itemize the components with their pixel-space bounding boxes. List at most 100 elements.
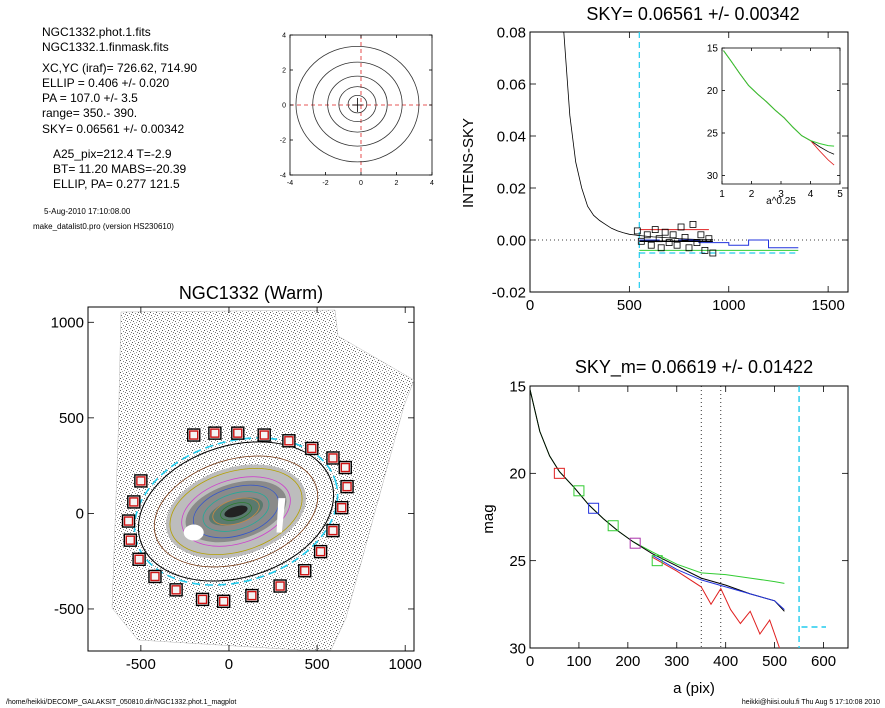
info-line: ELLIP, PA= 0.277 121.5	[53, 177, 180, 191]
mag-axes: 0 100 200 300 400 500 600 15 20 25 30	[509, 378, 848, 670]
footer-host: heikki@hiisi.oulu.fi Thu Aug 5 17:10:08 …	[742, 699, 880, 706]
contour-level	[312, 61, 403, 147]
sky-box-inner	[197, 594, 208, 605]
sky-box-point	[651, 226, 659, 234]
mag-ytick-label: 30	[509, 640, 526, 657]
contour-ytick-label: -2	[280, 137, 286, 144]
isophote-ellipse	[153, 455, 319, 568]
sky-box	[313, 544, 328, 559]
isophote-ellipse	[192, 484, 280, 539]
sky-ellipse-inner	[137, 441, 335, 582]
inset-marks	[723, 50, 835, 166]
isophote-ellipse	[220, 502, 252, 521]
sky-box-point	[637, 237, 645, 245]
mag-square-marker	[651, 555, 663, 567]
sky-box-inner	[247, 590, 257, 601]
sky-ytick-label: 0.02	[497, 180, 526, 197]
mag-black-line	[529, 389, 785, 612]
sky-box-inner	[337, 502, 347, 513]
contour-ytick-label: 4	[282, 32, 286, 39]
sky-box-inner	[171, 585, 181, 595]
sky-box	[216, 594, 231, 609]
contour-xtick-label: 0	[359, 180, 363, 187]
mag-xtick-label: 500	[762, 653, 787, 670]
mag-ytick-label: 15	[509, 378, 526, 395]
mag-ylabel: mag	[480, 504, 497, 533]
inset-xtick-label: 1	[719, 189, 725, 200]
info-line: A25_pix=212.4 T=-2.9	[53, 147, 172, 161]
sky-box-point	[643, 231, 651, 239]
sky-box-inner	[129, 497, 139, 507]
mag-blue-line	[652, 554, 785, 610]
info-line: BT= 11.20 MABS=-20.39	[53, 162, 187, 176]
isophote-ellipse	[212, 497, 260, 526]
contour-ytick-label: 0	[282, 102, 286, 109]
sky-box-inner	[275, 581, 285, 591]
contour-plot: -4 -2 0 2 4 -4 -2 0 2 4	[280, 32, 434, 187]
sky-box-point	[661, 228, 669, 236]
sky-box-point	[689, 220, 697, 228]
sky-box-inner	[218, 596, 229, 607]
sky-box-point	[677, 223, 685, 231]
image-marks	[121, 426, 354, 609]
sky-ytick-label: 0.08	[497, 24, 526, 41]
inset-ytick-label: 25	[707, 129, 719, 140]
sky-box-point	[697, 231, 705, 239]
image-ytick-label: 500	[59, 410, 84, 427]
image-xtick-label: -500	[126, 656, 156, 673]
mag-frame	[529, 385, 849, 649]
sky-box	[338, 460, 352, 475]
info-line: range= 350.- 390.	[42, 106, 137, 120]
mag-square-marker	[629, 537, 641, 549]
inset-ytick-label: 30	[707, 171, 719, 182]
mag-xtick-label: 400	[713, 653, 738, 670]
timestamp: 5-Aug-2010 17:10:08.00	[44, 207, 131, 216]
sky-box	[340, 479, 354, 494]
image-axes: -500 0 500 1000 -500 0 500 1000	[51, 307, 422, 673]
sky-box	[298, 564, 312, 578]
contour-xtick-label: 4	[430, 180, 434, 187]
inset-green-line	[723, 50, 835, 147]
sky-box	[326, 523, 340, 538]
program-name: make_datalist0.pro (version HS230610)	[33, 222, 174, 231]
sky-box-point	[647, 241, 655, 249]
contour-xtick-label: -2	[322, 180, 328, 187]
sky-box-inner	[210, 428, 220, 438]
info-line: PA = 107.0 +/- 3.5	[42, 91, 138, 105]
sky-title: SKY= 0.06561 +/- 0.00342	[586, 4, 799, 24]
sky-box-inner	[134, 554, 144, 564]
sky-box-inner	[342, 481, 352, 492]
sky-box-point	[693, 239, 701, 247]
isophote-ellipse	[181, 476, 291, 547]
mag-xlabel: a (pix)	[673, 680, 715, 697]
sky-box	[123, 533, 137, 547]
mag-red-line	[652, 556, 780, 649]
sky-profile-line	[563, 31, 713, 240]
masked-region	[183, 524, 204, 541]
sky-box-inner	[233, 428, 243, 438]
contour-xtick-label: 2	[395, 180, 399, 187]
image-plot: NGC1332 (Warm) -500 0 500 1000 -500 0 500 1000	[51, 283, 422, 673]
sky-ytick-label: 0.06	[497, 76, 526, 93]
sky-xtick-label: 1000	[712, 297, 745, 314]
sky-box-point	[633, 227, 641, 235]
sky-xtick-label: 500	[617, 297, 642, 314]
image-ytick-label: 1000	[51, 315, 84, 332]
sky-box-inner	[300, 566, 310, 576]
sky-box	[273, 579, 287, 593]
sky-box	[257, 428, 271, 442]
mag-title: SKY_m= 0.06619 +/- 0.01422	[575, 357, 813, 378]
sky-box-inner	[284, 436, 294, 446]
sky-box-point	[657, 244, 665, 252]
mag-ytick-label: 25	[509, 553, 526, 570]
sky-box-inner	[189, 430, 199, 440]
sky-box	[245, 588, 259, 603]
contour-axes: -4 -2 0 2 4 -4 -2 0 2 4	[280, 32, 434, 187]
sky-box-point	[681, 233, 689, 241]
info-line: NGC1332.phot.1.fits	[42, 25, 151, 39]
sky-box	[231, 426, 245, 440]
sky-axes: 0 500 1000 1500 -0.02 0.00 0.02 0.04 0.06 0.08	[492, 24, 848, 314]
contour-xtick-label: -4	[287, 180, 293, 187]
mag-xtick-label: 300	[664, 653, 689, 670]
